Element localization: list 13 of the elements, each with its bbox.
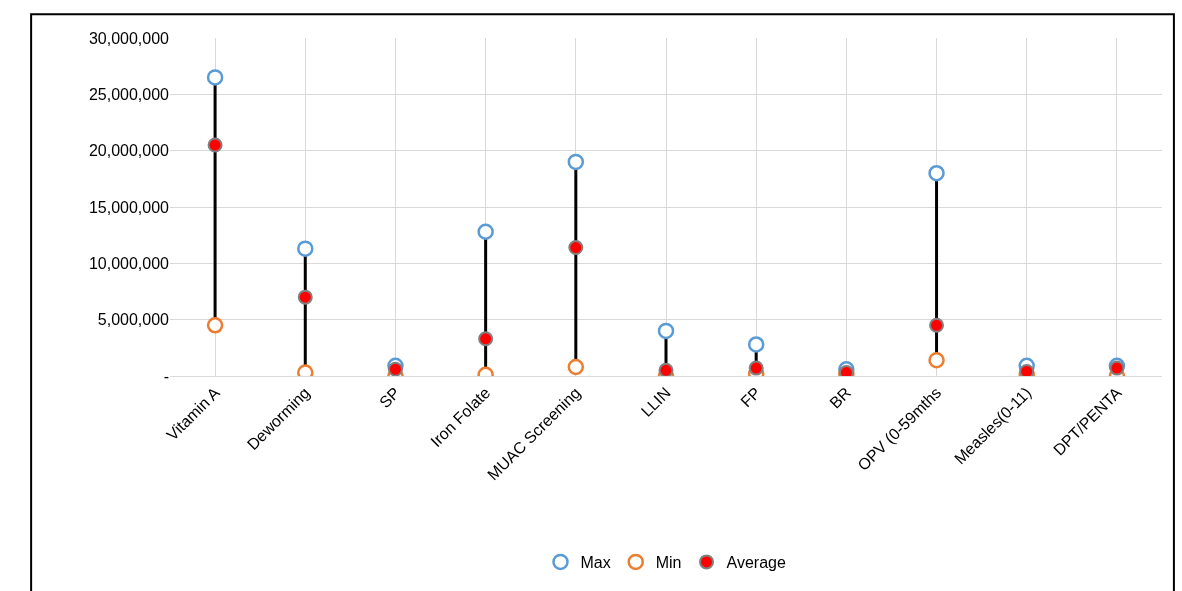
- y-tick-label: 5,000,000: [97, 311, 170, 329]
- legend-label: Average: [726, 554, 786, 572]
- y-tick-label: 25,000,000: [88, 85, 170, 103]
- y-tick-label: -: [163, 367, 169, 385]
- y-tick-label: 20,000,000: [88, 142, 170, 160]
- y-tick-label: 10,000,000: [88, 254, 170, 272]
- x-tick-label: BR: [826, 383, 855, 412]
- y-tick-label: 30,000,000: [88, 29, 170, 47]
- legend-label: Min: [655, 554, 682, 572]
- y-tick-label: 15,000,000: [88, 198, 170, 216]
- x-tick-label: FP: [737, 383, 764, 411]
- x-tick-label: SP: [376, 383, 404, 412]
- legend-label: Max: [580, 554, 611, 572]
